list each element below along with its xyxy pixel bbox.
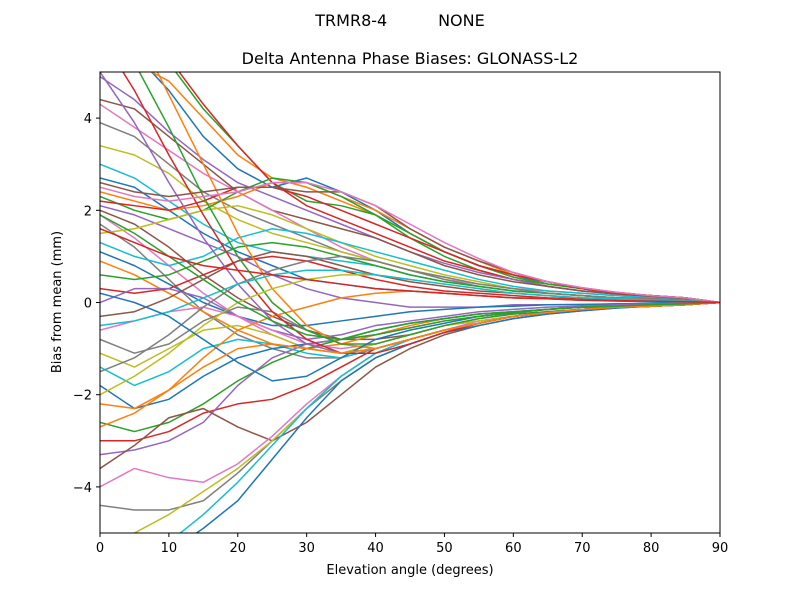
y-tick-label: −4 bbox=[73, 481, 92, 496]
series-line-50 bbox=[100, 269, 720, 327]
series-line-47 bbox=[100, 181, 720, 304]
series-line-14 bbox=[100, 186, 720, 304]
x-axis-label: Elevation angle (degrees) bbox=[326, 563, 493, 578]
figure-suptitle: TRMR8-4 NONE bbox=[314, 11, 484, 30]
x-tick-label: 20 bbox=[230, 541, 247, 556]
series-line-53 bbox=[100, 214, 720, 341]
x-tick-label: 40 bbox=[367, 541, 384, 556]
x-tick-label: 60 bbox=[505, 541, 522, 556]
y-tick-label: −2 bbox=[73, 389, 92, 404]
x-tick-label: 0 bbox=[96, 541, 104, 556]
x-tick-label: 80 bbox=[643, 541, 660, 556]
series-line-52 bbox=[100, 301, 720, 428]
x-tick-label: 50 bbox=[436, 541, 453, 556]
y-tick-label: 2 bbox=[84, 204, 92, 219]
y-tick-label: 0 bbox=[84, 297, 92, 312]
x-tick-label: 90 bbox=[712, 541, 729, 556]
x-tick-label: 10 bbox=[161, 541, 178, 556]
series-line-48 bbox=[100, 255, 720, 373]
series-line-20 bbox=[100, 227, 720, 304]
y-axis-label: Bias from mean (mm) bbox=[50, 231, 65, 373]
series-line-54 bbox=[100, 228, 720, 304]
chart-title: Delta Antenna Phase Biases: GLONASS-L2 bbox=[242, 49, 579, 68]
x-tick-label: 70 bbox=[574, 541, 591, 556]
x-axis-ticks: 0 10 20 30 40 50 60 70 80 90 bbox=[96, 533, 728, 556]
series-lines bbox=[100, 72, 720, 533]
y-axis-ticks: −4 −2 0 2 4 bbox=[73, 112, 100, 496]
x-tick-label: 30 bbox=[298, 541, 315, 556]
y-tick-label: 4 bbox=[84, 112, 92, 127]
series-line-21 bbox=[100, 251, 720, 327]
